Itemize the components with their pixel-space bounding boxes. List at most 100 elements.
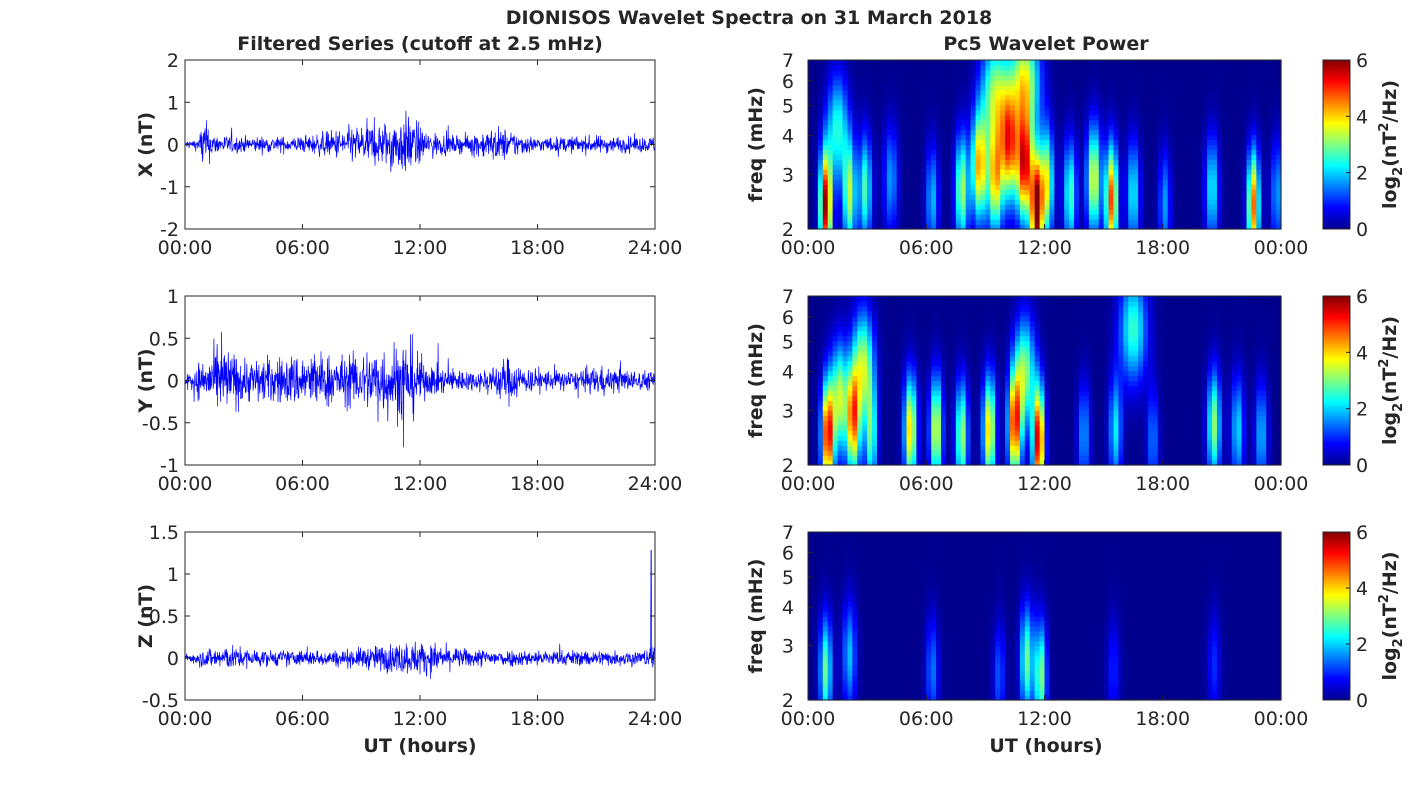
heatmap-cell	[955, 60, 962, 66]
heatmap-cell	[1019, 179, 1026, 185]
heatmap-cell	[1108, 154, 1115, 161]
heatmap-cell	[1187, 425, 1193, 431]
heatmap-cell	[1143, 179, 1149, 185]
heatmap-cell	[1029, 154, 1036, 161]
heatmap-cell	[1221, 94, 1228, 101]
heatmap-cell	[867, 450, 873, 456]
heatmap-cell	[901, 154, 908, 161]
heatmap-cell	[857, 390, 863, 397]
heatmap-cell	[1182, 164, 1188, 170]
heatmap-cell	[911, 184, 917, 190]
heatmap-cell	[926, 94, 932, 101]
heatmap-cell	[1251, 184, 1257, 190]
heatmap-cell	[936, 154, 942, 161]
heatmap-cell	[1261, 224, 1267, 230]
heatmap-cell	[842, 425, 849, 431]
heatmap-cell	[1212, 164, 1218, 170]
heatmap-cell	[1029, 94, 1036, 101]
heatmap-cell	[1207, 164, 1213, 170]
heatmap-cell	[1000, 144, 1006, 151]
heatmap-cell	[921, 159, 927, 165]
heatmap-cell	[1246, 415, 1253, 421]
heatmap-cell	[926, 109, 932, 116]
heatmap-cell	[1054, 385, 1060, 392]
heatmap-cell	[1019, 425, 1026, 431]
heatmap-cell	[936, 204, 942, 210]
heatmap-cell	[941, 440, 947, 446]
heatmap-cell	[1133, 450, 1139, 456]
heatmap-cell	[1019, 94, 1026, 101]
heatmap-cell	[1113, 74, 1120, 81]
heatmap-cell	[812, 79, 819, 86]
heatmap-cell	[1059, 169, 1065, 175]
heatmap-cell	[1113, 430, 1120, 436]
heatmap-cell	[852, 89, 858, 96]
heatmap-cell	[945, 380, 952, 387]
heatmap-cell	[1108, 224, 1115, 230]
heatmap-cell	[1221, 129, 1228, 136]
heatmap-cell	[921, 174, 927, 180]
heatmap-cell	[955, 455, 962, 461]
heatmap-cell	[857, 400, 863, 406]
heatmap-cell	[1212, 430, 1218, 436]
heatmap-cell	[891, 405, 898, 411]
heatmap-cell	[822, 410, 829, 416]
heatmap-cell	[1182, 400, 1188, 406]
heatmap-cell	[1236, 139, 1243, 146]
heatmap-cell	[1005, 450, 1011, 456]
heatmap-cell	[1192, 149, 1198, 156]
heatmap-cell	[990, 94, 996, 101]
heatmap-cell	[1078, 69, 1085, 76]
heatmap-cell	[1064, 204, 1070, 210]
heatmap-cell	[872, 144, 878, 151]
heatmap-cell	[891, 84, 898, 91]
heatmap-cell	[995, 74, 1001, 81]
heatmap-cell	[812, 435, 819, 441]
heatmap-cell	[808, 430, 814, 436]
heatmap-cell	[975, 440, 982, 446]
heatmap-cell	[881, 169, 888, 175]
heatmap-cell	[1271, 460, 1277, 466]
heatmap-cell	[1143, 435, 1149, 441]
heatmap-cell	[1221, 154, 1228, 161]
heatmap-cell	[931, 460, 937, 466]
heatmap-cell	[1054, 415, 1060, 421]
heatmap-cell	[1167, 420, 1174, 426]
heatmap-cell	[1276, 169, 1282, 175]
heatmap-cell	[936, 445, 942, 451]
heatmap-cell	[808, 139, 814, 146]
heatmap-cell	[1231, 450, 1238, 456]
heatmap-cell	[901, 189, 908, 195]
heatmap-cell	[1251, 109, 1257, 116]
heatmap-cell	[1000, 209, 1006, 215]
heatmap-cell	[1108, 385, 1115, 392]
heatmap-cell	[1024, 124, 1031, 131]
heatmap-cell	[906, 84, 913, 91]
heatmap-cell	[901, 64, 908, 71]
heatmap-cell	[891, 219, 898, 225]
heatmap-cell	[1103, 410, 1110, 416]
heatmap-cell	[950, 60, 957, 66]
heatmap-cell	[995, 199, 1001, 205]
heatmap-cell	[1083, 119, 1090, 126]
heatmap-cell	[857, 420, 863, 426]
heatmap-cell	[1093, 124, 1100, 131]
heatmap-cell	[1049, 430, 1055, 436]
heatmap-cell	[995, 460, 1001, 466]
heatmap-cell	[1024, 425, 1031, 431]
heatmap-cell	[955, 430, 962, 436]
heatmap-cell	[1172, 139, 1179, 146]
heatmap-cell	[1093, 84, 1100, 91]
heatmap-cell	[1172, 179, 1179, 185]
heatmap-cell	[1059, 159, 1065, 165]
heatmap-cell	[1098, 164, 1105, 170]
heatmap-cell	[1266, 395, 1272, 401]
heatmap-cell	[950, 89, 957, 96]
heatmap-cell	[1034, 119, 1041, 126]
heatmap-cell	[1251, 415, 1257, 421]
heatmap-cell	[817, 144, 824, 151]
heatmap-cell	[965, 69, 972, 76]
heatmap-cell	[1108, 395, 1115, 401]
heatmap-cell	[1202, 194, 1208, 200]
heatmap-cell	[1162, 119, 1169, 126]
